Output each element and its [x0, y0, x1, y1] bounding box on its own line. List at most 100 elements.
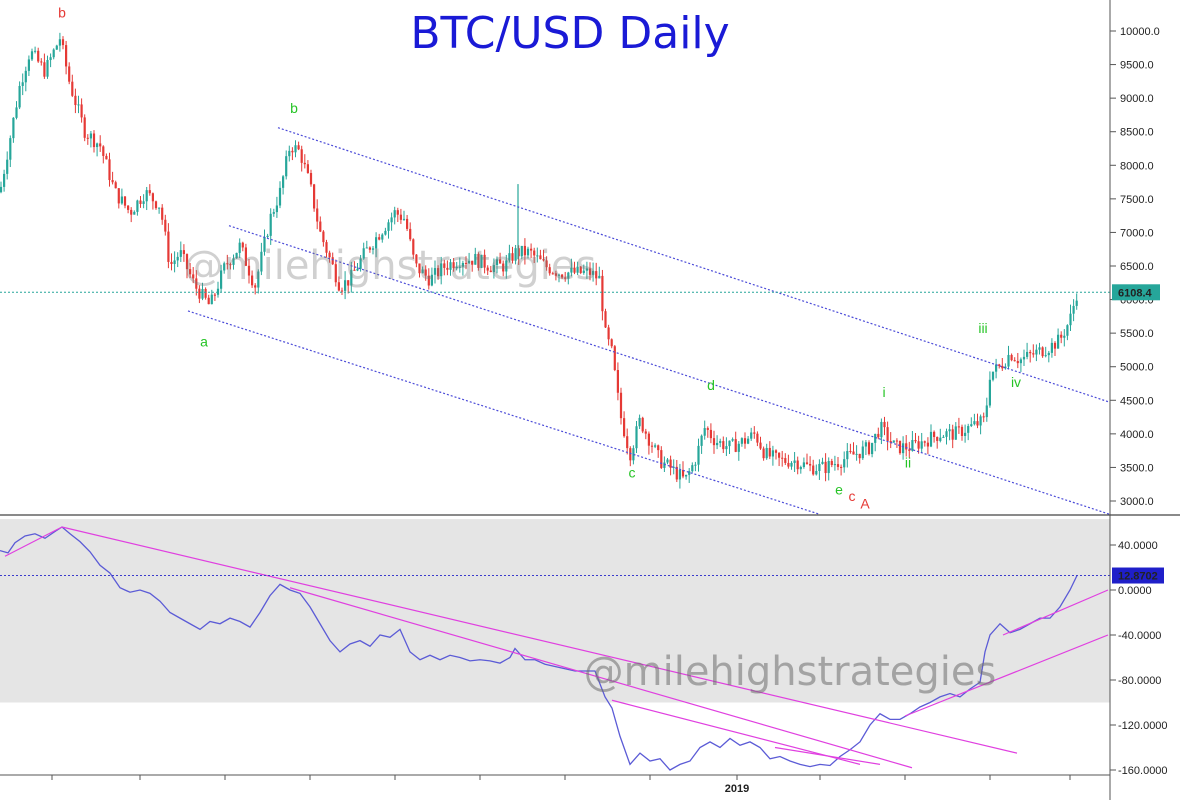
- oscillator-watermark: @milehighstrategies: [584, 649, 997, 695]
- price-tick-label: 4000.0: [1120, 429, 1154, 441]
- candle-body: [337, 282, 340, 291]
- price-tick-label: 8500.0: [1120, 127, 1154, 139]
- wave-label: d: [707, 377, 715, 393]
- candle-body: [694, 464, 697, 466]
- candle-body: [644, 431, 647, 434]
- candle-body: [833, 464, 836, 466]
- candle-body: [867, 442, 871, 455]
- candle-body: [303, 162, 306, 165]
- candle-body: [297, 145, 300, 150]
- candle-body: [933, 431, 936, 438]
- candle-body: [0, 186, 3, 193]
- candle-body: [1029, 351, 1032, 354]
- candle-body: [170, 261, 173, 265]
- candle-body: [787, 462, 790, 467]
- candle-body: [520, 245, 523, 257]
- candle-body: [650, 445, 654, 447]
- candle-body: [21, 82, 24, 86]
- candle-body: [288, 150, 291, 157]
- x-axis-label-2019: 2019: [725, 783, 749, 795]
- candle-body: [1069, 313, 1072, 326]
- candle-body: [784, 458, 787, 463]
- candle-body: [610, 339, 613, 347]
- candle-body: [495, 259, 499, 266]
- candle-body: [1060, 334, 1063, 338]
- candle-body: [712, 438, 716, 446]
- candle-body: [365, 247, 368, 249]
- candle-body: [120, 196, 123, 204]
- candle-body: [480, 254, 483, 268]
- candle-body: [539, 255, 542, 260]
- candle-body: [15, 107, 18, 118]
- candle-body: [136, 200, 139, 212]
- candle-body: [74, 95, 77, 106]
- candle-body: [548, 267, 551, 274]
- candle-body: [799, 467, 802, 470]
- candle-body: [142, 201, 145, 204]
- candle-body: [189, 269, 192, 275]
- candle-body: [235, 252, 238, 259]
- candle-body: [954, 426, 957, 440]
- candle-body: [220, 270, 223, 289]
- candle-body: [437, 268, 440, 277]
- candle-body: [89, 133, 92, 139]
- osc-tick-label: -160.0000: [1118, 765, 1168, 777]
- candle-body: [247, 265, 251, 276]
- candle-body: [316, 208, 319, 222]
- candle-body: [427, 275, 430, 286]
- candle-body: [1013, 360, 1016, 362]
- candle-body: [285, 156, 288, 177]
- candle-body: [216, 288, 220, 295]
- candle-body: [626, 436, 629, 449]
- candle-body: [771, 450, 774, 457]
- candle-body: [750, 432, 753, 439]
- candle-body: [458, 266, 461, 268]
- candle-body: [133, 211, 136, 215]
- candle-body: [325, 242, 328, 253]
- candle-body: [660, 450, 663, 468]
- candle-body: [309, 173, 313, 185]
- candle-body: [37, 50, 40, 62]
- oscillator-line: [0, 526, 1078, 771]
- candle-body: [790, 462, 793, 467]
- candle-body: [551, 273, 554, 275]
- candle-body: [433, 268, 437, 275]
- candle-body: [796, 460, 799, 470]
- price-tick-label: 7000.0: [1120, 227, 1154, 239]
- candle-body: [182, 250, 185, 255]
- candle-body: [1019, 359, 1022, 364]
- candle-body: [111, 180, 114, 183]
- candle-body: [127, 205, 130, 210]
- candle-body: [272, 212, 275, 214]
- candle-body: [384, 230, 387, 235]
- candle-body: [567, 272, 570, 279]
- candle-body: [154, 201, 158, 209]
- candle-body: [430, 274, 433, 286]
- chart-title: BTC/USD Daily: [410, 8, 729, 59]
- candle-body: [607, 327, 610, 340]
- candle-body: [654, 445, 657, 447]
- last-price-badge: [1112, 284, 1160, 301]
- osc-tick-label: 40.0000: [1118, 540, 1158, 552]
- candle-body: [158, 207, 161, 209]
- price-tick-label: 8000.0: [1120, 160, 1154, 172]
- candle-body: [976, 421, 979, 426]
- candle-body: [926, 442, 929, 447]
- candle-body: [139, 200, 142, 204]
- candle-body: [598, 275, 601, 279]
- candle-body: [80, 104, 83, 118]
- oscillator-trendline: [4, 526, 63, 557]
- candle-body: [1035, 349, 1038, 355]
- candle-body: [619, 392, 623, 419]
- candle-body: [929, 431, 933, 447]
- candle-body: [192, 274, 195, 279]
- candle-body: [827, 460, 830, 474]
- osc-tick-label: -120.0000: [1118, 720, 1168, 732]
- price-tick-label: 9000.0: [1120, 93, 1154, 105]
- candle-body: [244, 247, 247, 266]
- candle-body: [774, 450, 778, 453]
- candle-body: [945, 431, 948, 437]
- candle-body: [595, 271, 598, 279]
- candle-body: [843, 459, 846, 468]
